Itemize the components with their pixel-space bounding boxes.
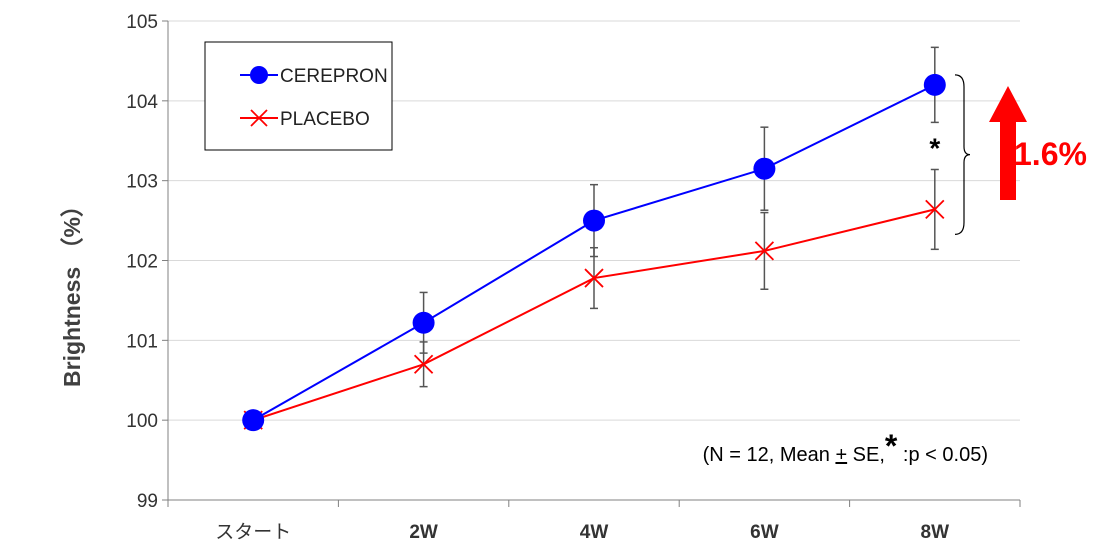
x-tick-labels: スタート 2W 4W 6W 8W	[167, 500, 1021, 543]
data-point-placebo	[584, 268, 604, 288]
x-tick-label: 6W	[750, 522, 779, 543]
y-tick-label: 99	[137, 491, 158, 512]
data-point-cerepron	[242, 409, 265, 432]
legend-x-stroke	[250, 109, 268, 127]
x-marker-stroke	[584, 268, 604, 288]
series-markers	[242, 73, 946, 432]
difference-arrow	[989, 86, 1027, 200]
significance-brace	[954, 74, 971, 236]
error-bars	[419, 46, 939, 388]
note-prefix: (N = 12, Mean	[703, 444, 836, 466]
x-tick-label: 2W	[409, 522, 438, 543]
x-marker-stroke	[925, 199, 945, 220]
y-tick-label: 100	[126, 411, 158, 432]
difference-label: 1.6%	[1014, 136, 1087, 172]
note-star: *	[885, 428, 898, 464]
y-tick-labels: 99 100 101 102 103 104 105	[126, 12, 168, 512]
y-tick-label: 103	[126, 172, 158, 193]
x-marker-stroke	[754, 241, 775, 261]
note-suffix: :p < 0.05)	[897, 444, 988, 466]
legend-marker-placebo	[250, 109, 268, 127]
y-tick-label: 105	[126, 12, 158, 33]
y-tick-label: 102	[126, 252, 158, 273]
x-tick-label: スタート	[215, 521, 291, 543]
legend: CEREPRON PLACEBO	[204, 41, 393, 151]
y-tick-label: 101	[126, 331, 158, 352]
legend-box	[204, 41, 393, 151]
data-point-placebo	[413, 354, 434, 374]
data-point-cerepron	[753, 157, 776, 180]
y-axis-label: Brightness （%）	[59, 194, 85, 387]
legend-label-placebo: PLACEBO	[280, 109, 370, 130]
x-tick-label: 4W	[580, 522, 609, 543]
y-tick-label: 104	[126, 92, 158, 113]
note-pm: +	[835, 444, 847, 466]
note-mid: SE,	[847, 444, 885, 466]
x-marker-stroke	[413, 354, 434, 374]
data-point-placebo	[754, 241, 775, 261]
legend-marker-cerepron	[250, 66, 268, 84]
statistics-note: (N = 12, Mean + SE,* :p < 0.05)	[703, 428, 988, 466]
data-point-placebo	[925, 199, 945, 220]
data-point-cerepron	[583, 209, 605, 232]
x-tick-label: 8W	[921, 522, 950, 543]
significance-star: *	[929, 133, 940, 164]
data-point-cerepron	[923, 73, 946, 96]
data-point-cerepron	[412, 311, 435, 334]
legend-label-cerepron: CEREPRON	[280, 66, 388, 87]
